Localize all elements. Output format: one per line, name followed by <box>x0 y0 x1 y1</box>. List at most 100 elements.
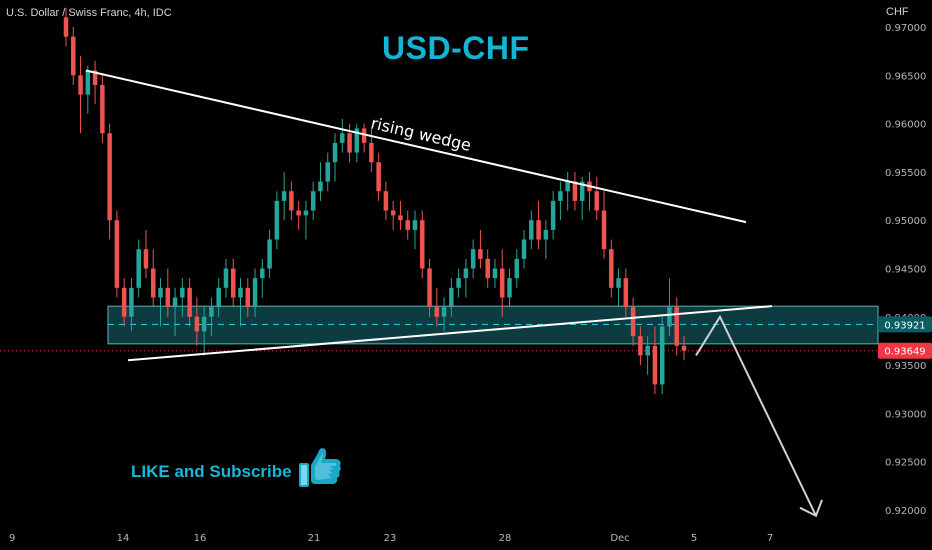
candle-body <box>296 210 301 216</box>
candle <box>529 210 534 250</box>
candle-body <box>514 258 520 279</box>
candle <box>550 191 556 240</box>
candle <box>143 229 149 279</box>
candle-body <box>681 345 687 351</box>
candle-body <box>485 258 490 279</box>
candle-body <box>216 287 221 308</box>
candle <box>565 171 570 211</box>
candle-body <box>100 84 105 134</box>
candle-body <box>260 268 265 279</box>
candle-body <box>623 278 629 308</box>
candle-body <box>136 249 141 288</box>
candle-body <box>478 249 483 259</box>
candle <box>514 249 520 288</box>
candle-body <box>616 278 621 288</box>
candle-body <box>114 220 120 288</box>
candle-body <box>427 268 432 308</box>
candle <box>609 239 614 298</box>
candle-body <box>289 191 294 211</box>
candle <box>398 200 403 230</box>
candle-body <box>420 220 425 269</box>
thumbs-up-icon <box>296 443 344 491</box>
candle-body <box>238 287 243 298</box>
candle-body <box>172 297 178 308</box>
candle-body <box>165 287 171 308</box>
candle <box>361 123 367 153</box>
candle-body <box>579 181 585 201</box>
candle <box>383 181 389 221</box>
candle <box>630 297 636 346</box>
candle <box>470 239 476 279</box>
candle <box>638 326 643 366</box>
candle-body <box>85 70 91 95</box>
x-tick-label: 9 <box>9 533 15 544</box>
candle-body <box>107 133 112 221</box>
candle-body <box>340 133 345 143</box>
trendlines-layer <box>85 69 823 518</box>
symbol-legend[interactable]: U.S. Dollar / Swiss Franc, 4h, IDC <box>6 7 172 19</box>
candle-body <box>398 215 403 221</box>
candle-body <box>609 249 614 288</box>
candle <box>129 278 134 332</box>
wedge-label: rising wedge <box>369 113 473 155</box>
candle <box>136 239 141 298</box>
candle <box>281 171 287 221</box>
candle-body <box>572 181 578 201</box>
projection-path <box>695 314 817 517</box>
candle <box>71 27 76 85</box>
candle <box>165 268 171 317</box>
cta-text: LIKE and Subscribe <box>131 462 292 481</box>
candle <box>92 60 98 105</box>
x-tick-label: 28 <box>499 533 512 544</box>
candle <box>150 249 156 308</box>
candle-body <box>638 336 643 356</box>
candle <box>85 65 91 114</box>
candle <box>340 118 345 153</box>
candle <box>252 268 258 317</box>
candle <box>107 123 112 240</box>
x-tick-label: 16 <box>194 533 207 544</box>
candle <box>172 287 178 337</box>
candle <box>354 123 360 163</box>
candles-layer <box>63 7 687 395</box>
x-tick-label: Dec <box>610 533 629 544</box>
chart-title: USD-CHF <box>382 30 530 66</box>
y-tick-label: 0.95000 <box>885 216 926 227</box>
candle <box>267 229 272 279</box>
candle <box>601 191 607 259</box>
candle-body <box>325 162 330 182</box>
candle-body <box>674 307 679 346</box>
projection-arrowhead <box>799 499 823 518</box>
candle <box>332 133 338 182</box>
candle <box>594 176 600 221</box>
candle <box>645 336 650 375</box>
candle-body <box>369 142 374 163</box>
candle-body <box>78 75 83 95</box>
candle <box>216 278 221 317</box>
candle-body <box>209 307 214 317</box>
candle <box>376 152 381 201</box>
candle-body <box>347 133 352 153</box>
candle-body <box>645 345 650 356</box>
price-axis[interactable]: 0.97000 0.96500 0.96000 0.95500 0.95000 0.945… <box>878 23 932 517</box>
candle-body <box>521 239 527 259</box>
candle <box>652 326 658 395</box>
support-line <box>127 305 773 362</box>
candle <box>572 171 578 211</box>
candle-body <box>565 181 570 192</box>
x-tick-label: 7 <box>767 533 773 544</box>
y-tick-label: 0.96000 <box>885 120 926 131</box>
y-tick-label: 0.95500 <box>885 168 926 179</box>
candle-body <box>667 307 672 327</box>
candle <box>434 287 440 327</box>
candle <box>325 152 330 192</box>
candle <box>201 307 207 356</box>
time-axis[interactable]: 9 14 16 21 23 28 Dec 5 7 <box>9 533 773 544</box>
candle <box>238 278 243 327</box>
candle-body <box>456 278 461 288</box>
candle-body <box>252 278 258 308</box>
candle-body <box>267 239 272 269</box>
candle-body <box>129 287 134 317</box>
candle-body <box>594 191 600 211</box>
